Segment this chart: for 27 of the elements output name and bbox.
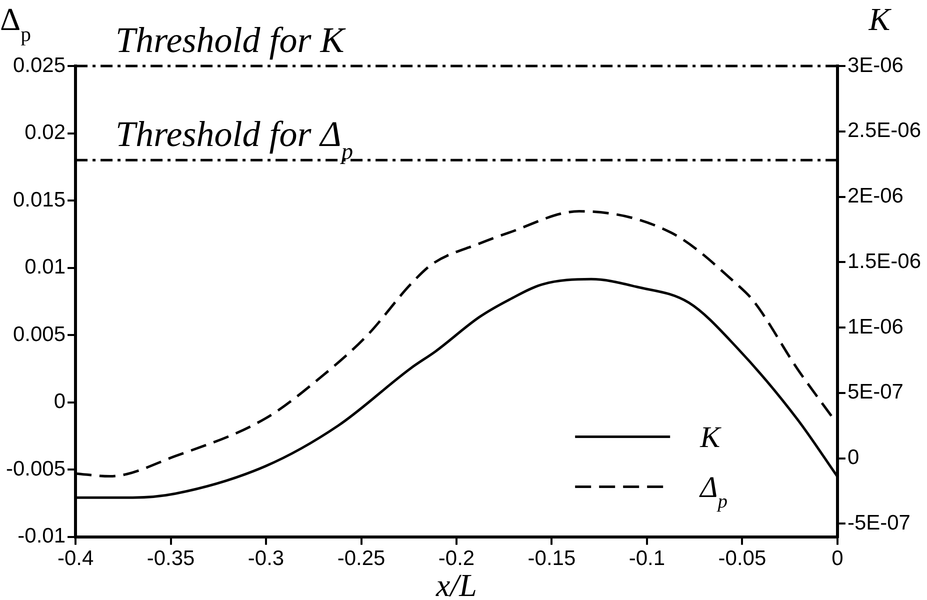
x-tick-label: -0.3 [248, 547, 284, 570]
y-tick-label: 0.025 [12, 54, 66, 77]
y2-tick-label: 3E-06 [847, 54, 904, 77]
y-tick-label: 0.015 [12, 188, 66, 212]
y-tick-label: 0.005 [12, 322, 66, 346]
x-tick-label: -0.25 [337, 547, 386, 570]
ref-line-label: Threshold for K [116, 20, 346, 60]
y2-axis-title: K [868, 1, 892, 37]
x-tick-label: -0.35 [146, 547, 195, 570]
y2-tick-label: 1.5E-06 [847, 250, 922, 273]
x-tick-label: -0.1 [628, 547, 666, 570]
y-tick-label: -0.01 [18, 524, 66, 548]
y2-tick-label: 1E-06 [847, 315, 904, 338]
legend-label: K [699, 420, 722, 454]
y-tick-label: 0.01 [24, 256, 66, 279]
x-tick-label: -0.4 [57, 547, 94, 570]
y-tick-label: 0.02 [24, 121, 66, 144]
x-tick-label: -0.15 [528, 547, 576, 570]
y-tick-label: 0 [54, 390, 66, 414]
y-tick-label: -0.005 [6, 457, 66, 480]
y2-tick-label: -5E-07 [847, 512, 910, 535]
y2-tick-label: 0 [847, 446, 860, 470]
y2-tick-label: 2E-06 [847, 184, 904, 208]
y2-tick-label: 5E-07 [847, 380, 904, 404]
x-tick-label: -0.05 [718, 547, 766, 570]
y2-tick-label: 2.5E-06 [847, 119, 922, 142]
x-tick-label: 0 [832, 547, 844, 570]
